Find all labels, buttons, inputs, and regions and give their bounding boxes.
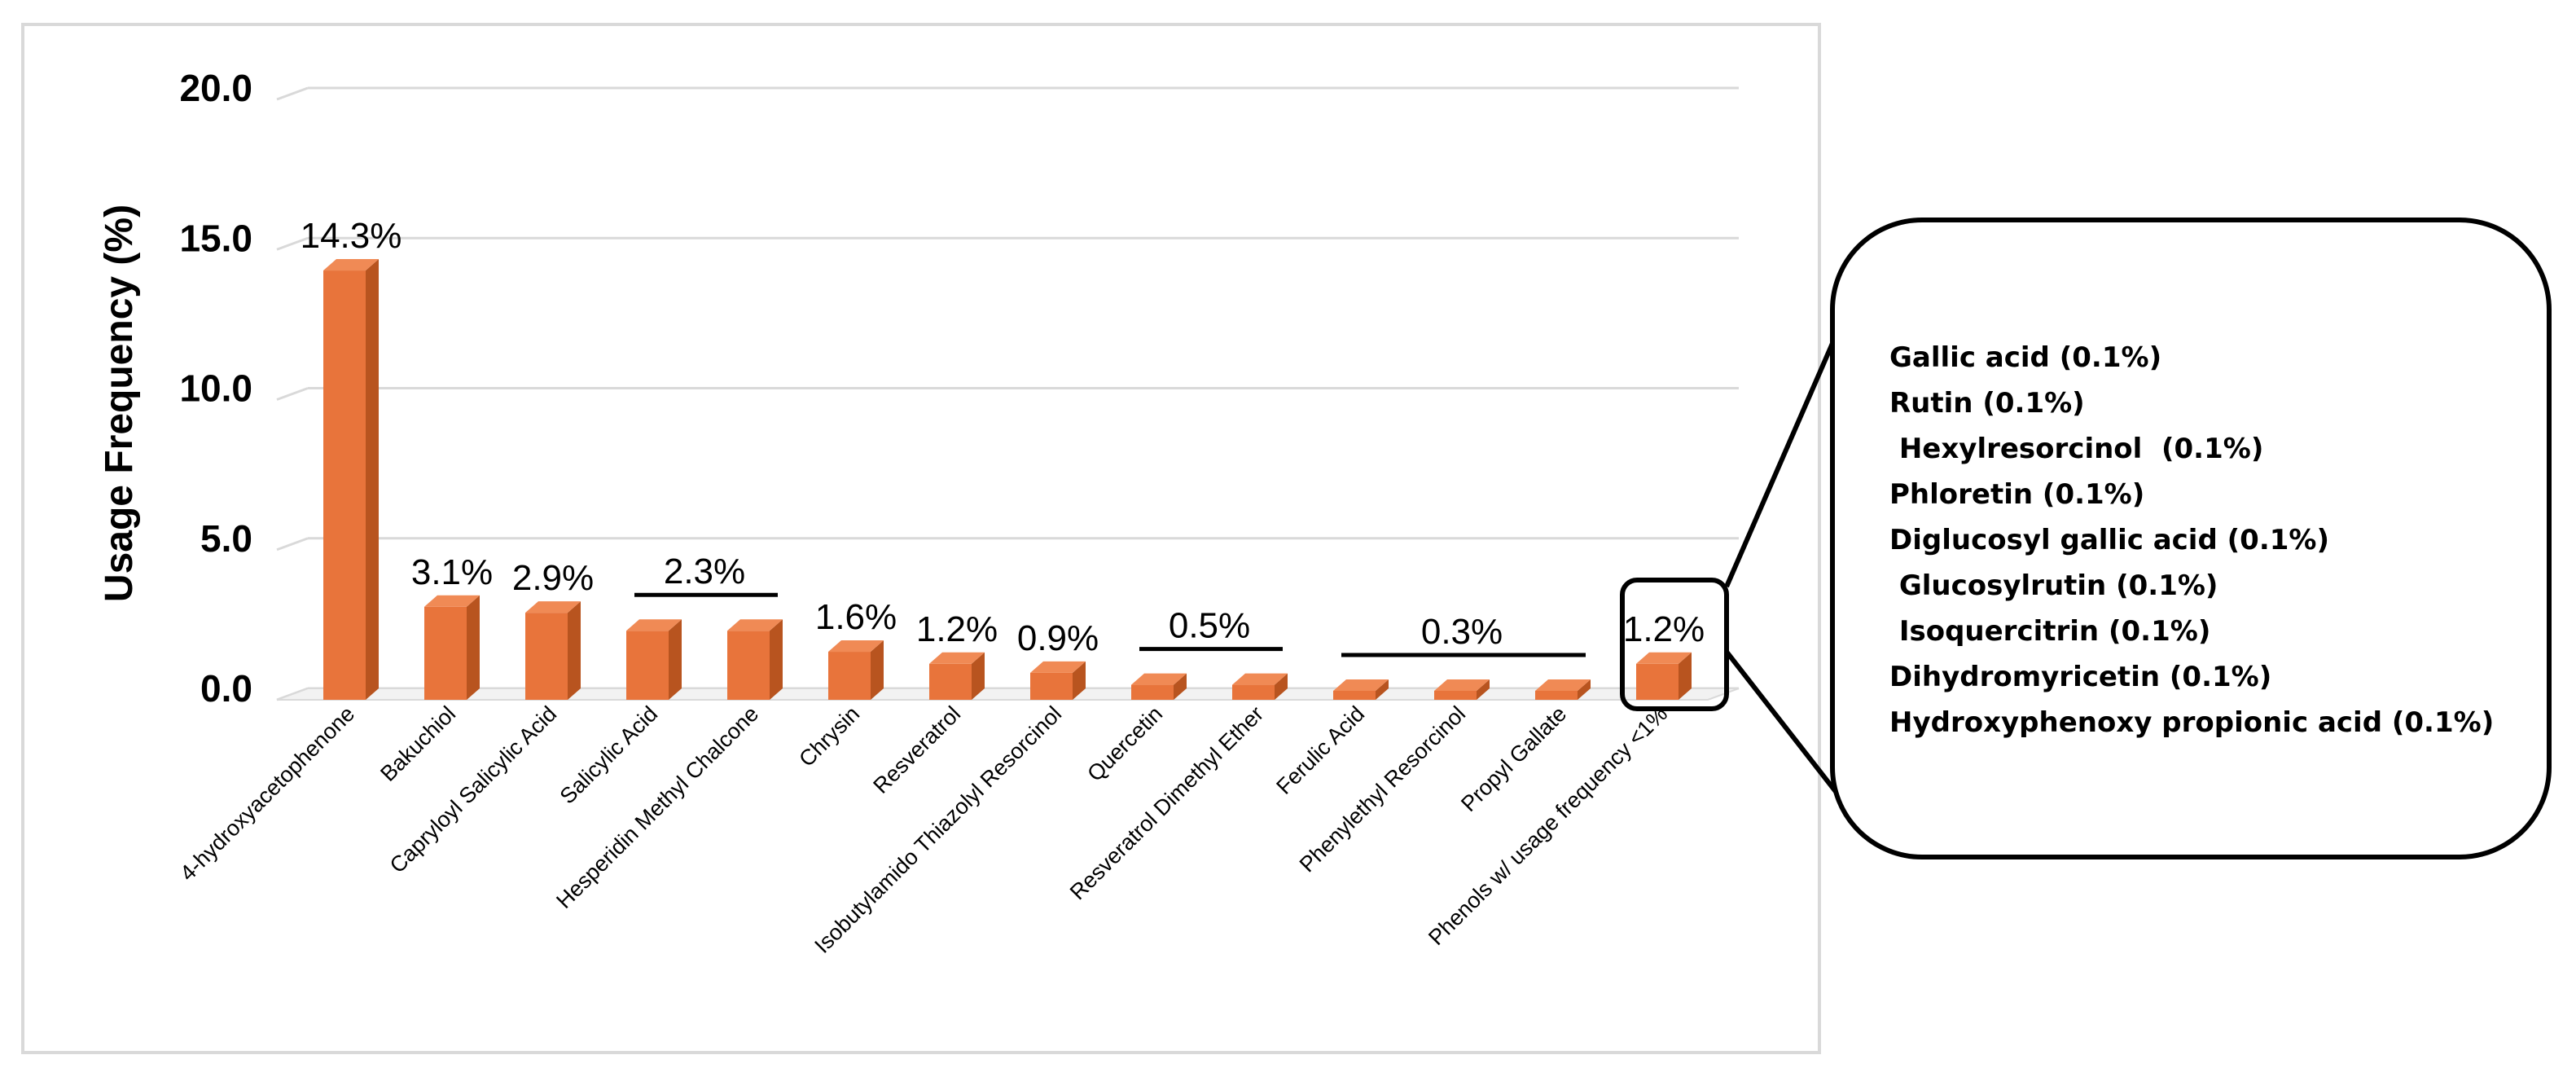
callout-item: Hexylresorcinol (0.1%): [1889, 433, 2263, 465]
bar-side: [1174, 673, 1187, 700]
bar: [424, 595, 480, 700]
bar-front: [1434, 690, 1477, 700]
bar: [828, 640, 884, 700]
floor: [276, 688, 1740, 701]
bar: [1636, 652, 1692, 700]
bar-top: [1434, 679, 1490, 691]
bar: [1131, 673, 1187, 700]
highlight-box: [1620, 578, 1729, 711]
bar-side: [1477, 679, 1490, 700]
bar-side: [467, 595, 480, 700]
gridline-depth: [276, 236, 309, 251]
bar-front: [1232, 684, 1275, 700]
bar-side: [669, 619, 682, 700]
gridline-depth: [276, 86, 309, 101]
bar-side: [1578, 679, 1591, 700]
callout-item: Hydroxyphenoxy propionic acid (0.1%): [1889, 706, 2494, 739]
bar-front: [1131, 684, 1174, 700]
bar-side: [1275, 673, 1288, 700]
gridline-depth: [276, 387, 309, 401]
bar-side: [366, 259, 379, 700]
bar-top: [626, 619, 682, 631]
bar: [1535, 679, 1591, 700]
data-label: 1.2%: [916, 609, 998, 649]
bars: [323, 259, 1692, 700]
bar: [929, 652, 985, 700]
data-label: 0.5%: [1169, 606, 1250, 646]
data-label: 0.9%: [1017, 618, 1099, 658]
bar-top: [1131, 673, 1187, 685]
bar-front: [323, 270, 366, 700]
bar-side: [770, 619, 783, 700]
bar-front: [828, 652, 871, 700]
bar-side: [972, 652, 985, 700]
y-tick-label: 0.0: [200, 667, 252, 710]
callout-connector-top: [1724, 332, 1839, 588]
bar-top: [1333, 679, 1389, 691]
callout: Gallic acid (0.1%) Rutin (0.1%) Hexylreso…: [1620, 218, 2552, 859]
bar-side: [568, 601, 581, 700]
bar-front: [1535, 690, 1578, 700]
y-tick-label: 20.0: [179, 67, 252, 109]
bar-top: [525, 601, 581, 613]
data-label: 2.3%: [664, 552, 745, 591]
bar: [323, 259, 379, 700]
bar: [1333, 679, 1389, 700]
data-label: 14.3%: [301, 216, 402, 256]
bar-front: [1030, 672, 1073, 700]
bar-side: [1679, 652, 1692, 700]
data-label: 1.2%: [1623, 609, 1705, 649]
y-axis-label: Usage Frequency (%): [98, 204, 141, 602]
bar-front: [929, 663, 972, 700]
bar-top: [323, 259, 379, 271]
data-label: 1.6%: [815, 597, 897, 637]
bar-top: [828, 640, 884, 653]
bar-top: [1030, 661, 1086, 673]
bar-front: [424, 606, 467, 700]
bar-front: [626, 631, 669, 700]
bar-top: [929, 652, 985, 664]
callout-list: Gallic acid (0.1%) Rutin (0.1%) Hexylreso…: [1889, 341, 2494, 739]
bar-top: [424, 595, 480, 607]
callout-item: Isoquercitrin (0.1%): [1889, 615, 2210, 648]
bar: [525, 601, 581, 700]
bar-side: [1073, 661, 1086, 700]
data-label: 3.1%: [411, 552, 493, 592]
y-tick-label: 5.0: [200, 517, 252, 560]
bar: [1030, 661, 1086, 700]
y-tick-label: 15.0: [179, 217, 252, 259]
callout-box: [1830, 218, 2552, 859]
callout-item: Dihydromyricetin (0.1%): [1889, 661, 2271, 693]
bar: [1232, 673, 1288, 700]
callout-item: Glucosylrutin (0.1%): [1889, 569, 2218, 602]
bar: [727, 619, 783, 700]
callout-item: Diglucosyl gallic acid (0.1%): [1889, 524, 2329, 556]
bar-front: [727, 631, 770, 700]
bar-side: [871, 640, 884, 700]
data-labels: 14.3% 3.1% 2.9% 2.3% 1.6% 1.2% 0.9% 0.5% 0.3% 1.2…: [301, 216, 1705, 658]
bar-top: [727, 619, 783, 631]
callout-item: Gallic acid (0.1%): [1889, 341, 2161, 374]
callout-item: Rutin (0.1%): [1889, 387, 2085, 420]
bar-side: [1376, 679, 1389, 700]
gridline-depth: [276, 537, 309, 552]
bar: [626, 619, 682, 700]
bar-top: [1535, 679, 1591, 691]
bar-front: [1636, 663, 1679, 700]
bar-front: [525, 613, 568, 700]
bar-front: [1333, 690, 1376, 700]
data-label: 0.3%: [1421, 612, 1503, 652]
y-tick-label: 10.0: [179, 367, 252, 410]
bar-top: [1232, 673, 1288, 685]
bar-top: [1636, 652, 1692, 664]
data-label: 2.9%: [512, 558, 594, 598]
callout-item: Phloretin (0.1%): [1889, 478, 2144, 511]
bar: [1434, 679, 1490, 700]
y-axis-ticks: 0.0 5.0 10.0 15.0 20.0: [179, 67, 252, 710]
